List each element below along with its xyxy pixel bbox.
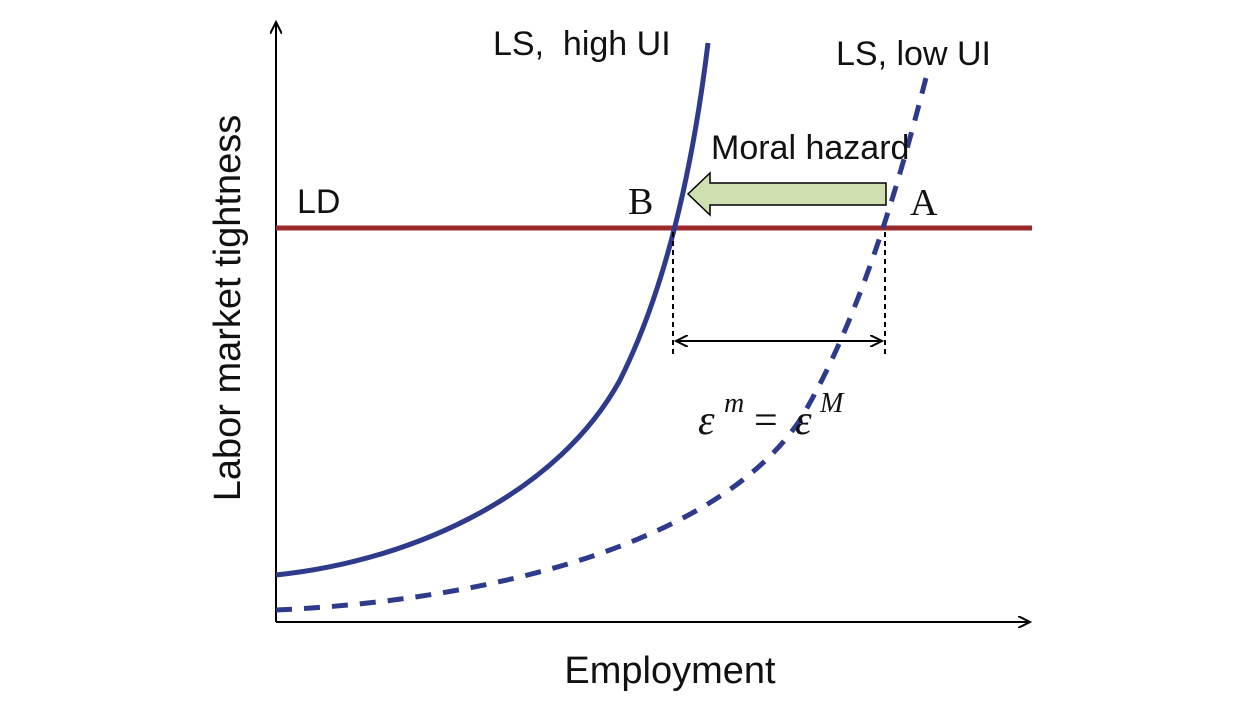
point-a-label: A (910, 182, 938, 224)
ls-high-ui-label: LS, high UI (493, 25, 671, 63)
elasticity-equation: ε m = ε M (698, 388, 845, 444)
epsilon-left: ε (698, 398, 715, 444)
epsilon-right: ε (795, 398, 812, 444)
ls-low-ui-label: LS, low UI (836, 35, 991, 73)
moral-hazard-arrow (686, 171, 887, 217)
superscript-m: m (724, 388, 744, 419)
ls-low-ui-curve (275, 69, 931, 613)
moral-hazard-label: Moral hazard (711, 129, 909, 167)
ld-label: LD (297, 183, 340, 221)
y-axis-label: Labor market tightness (207, 115, 249, 502)
equals-sign: = (754, 398, 778, 444)
superscript-M: M (819, 388, 845, 419)
point-b-label: B (628, 181, 653, 223)
x-axis-label: Employment (564, 650, 776, 692)
ls-high-ui-curve (275, 42, 711, 578)
